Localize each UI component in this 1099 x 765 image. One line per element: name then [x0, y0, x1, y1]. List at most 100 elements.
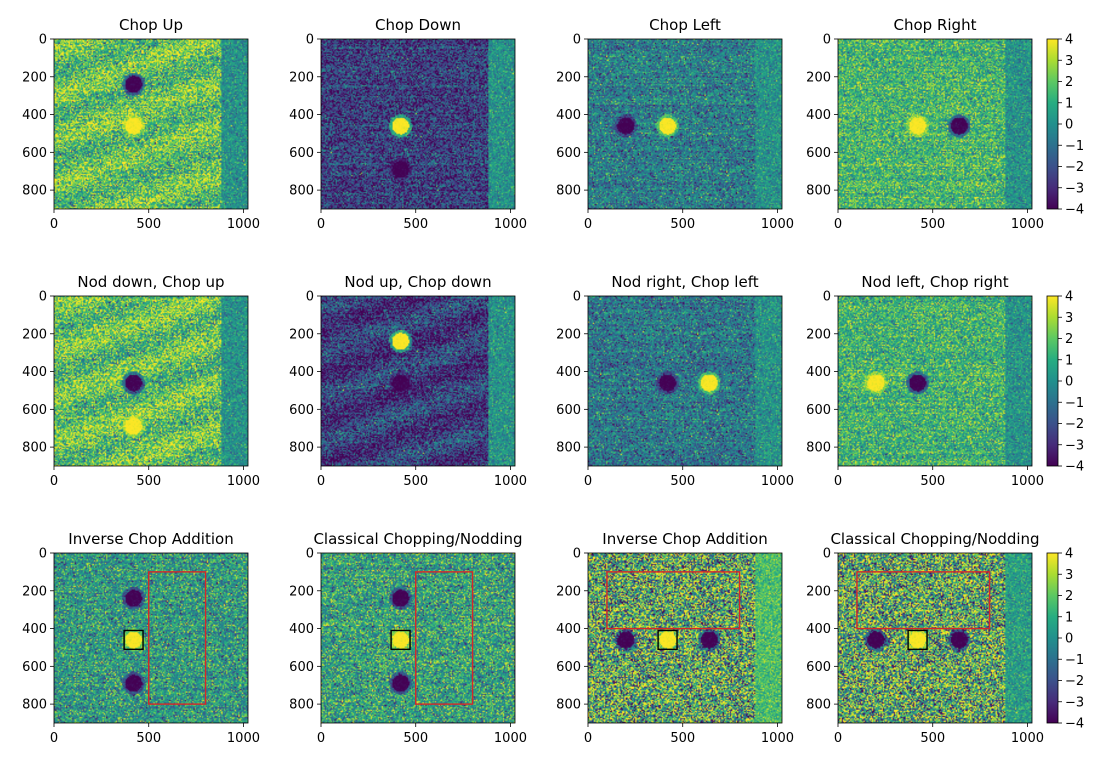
colorbar-tick-label: −3: [1065, 695, 1084, 710]
source-box: [390, 629, 411, 651]
panel-title: Nod up, Chop down: [344, 273, 491, 291]
y-tick-label: 600: [806, 660, 831, 675]
y-tick-label: 800: [22, 441, 47, 456]
x-tick-label: 1000: [494, 731, 527, 746]
x-tick-label: 0: [834, 731, 842, 746]
y-tick-label: 200: [556, 70, 581, 85]
background-region-box: [148, 571, 207, 705]
y-tick-label: 600: [289, 403, 314, 418]
colorbar-tick-label: 1: [1065, 610, 1073, 625]
x-tick-label: 500: [670, 731, 695, 746]
panel-8: Nod left, Chop right 0 500 1000 0 200 400 600 80…: [806, 273, 1044, 489]
panel-9: Inverse Chop Addition 0 500 1000 0 200 400 600 8…: [22, 530, 260, 746]
y-tick-label: 600: [806, 403, 831, 418]
colorbar-tick-label: 4: [1065, 33, 1073, 48]
y-tick-label: 800: [806, 441, 831, 456]
axes-frame: [587, 552, 783, 724]
x-tick-label: 1000: [761, 474, 794, 489]
y-tick-label: 200: [289, 327, 314, 342]
y-tick-label: 200: [556, 584, 581, 599]
axes-frame: [837, 295, 1033, 467]
y-tick-label: 800: [806, 184, 831, 199]
panel-title: Inverse Chop Addition: [602, 530, 767, 548]
x-tick-label: 500: [136, 217, 161, 232]
x-tick-label: 500: [403, 474, 428, 489]
axes-frame: [53, 38, 249, 210]
x-tick-label: 500: [920, 217, 945, 232]
panel-11: Inverse Chop Addition 0 500 1000 0 200 400 600 8…: [556, 530, 794, 746]
y-tick-label: 800: [556, 184, 581, 199]
y-tick-label: 400: [289, 108, 314, 123]
y-tick-label: 400: [806, 622, 831, 637]
source-box: [907, 629, 928, 651]
y-tick-label: 600: [289, 660, 314, 675]
y-tick-label: 800: [556, 441, 581, 456]
panel-6: Nod up, Chop down 0 500 1000 0 200 400 600 800: [289, 273, 527, 489]
colorbar-tick-label: −4: [1065, 203, 1084, 218]
x-tick-label: 0: [317, 217, 325, 232]
colorbar-tick-label: 1: [1065, 96, 1073, 111]
y-tick-label: 0: [39, 290, 47, 305]
y-tick-label: 0: [823, 290, 831, 305]
y-tick-label: 200: [22, 70, 47, 85]
panel-title: Inverse Chop Addition: [68, 530, 233, 548]
y-tick-label: 600: [806, 146, 831, 161]
axes-frame: [587, 295, 783, 467]
y-tick-label: 600: [556, 660, 581, 675]
x-tick-label: 500: [403, 731, 428, 746]
x-tick-label: 0: [584, 217, 592, 232]
x-tick-label: 0: [834, 217, 842, 232]
y-tick-label: 200: [806, 70, 831, 85]
y-tick-label: 0: [306, 33, 314, 48]
axes-frame: [587, 38, 783, 210]
y-tick-label: 0: [823, 33, 831, 48]
colorbar-tick-label: −1: [1065, 139, 1084, 154]
x-tick-label: 1000: [494, 217, 527, 232]
x-tick-label: 500: [403, 217, 428, 232]
panel-title: Chop Down: [375, 16, 461, 34]
colorbar-3: 4 3 2 1 0 −1 −2 −3 −4: [1046, 547, 1084, 732]
panel-2: Chop Down 0 500 1000 0 200 400 600 800: [289, 16, 527, 232]
y-tick-label: 200: [289, 584, 314, 599]
y-tick-label: 600: [22, 146, 47, 161]
x-tick-label: 1000: [1011, 474, 1044, 489]
colorbar-tick-label: −4: [1065, 460, 1084, 475]
colorbar-tick-label: 3: [1065, 568, 1073, 583]
y-tick-label: 200: [22, 584, 47, 599]
axes-frame: [320, 295, 516, 467]
y-tick-label: 600: [289, 146, 314, 161]
x-tick-label: 1000: [1011, 217, 1044, 232]
y-tick-label: 400: [556, 622, 581, 637]
y-tick-label: 800: [22, 184, 47, 199]
y-tick-label: 0: [573, 33, 581, 48]
x-tick-label: 0: [50, 474, 58, 489]
y-tick-label: 200: [289, 70, 314, 85]
x-tick-label: 1000: [227, 474, 260, 489]
x-tick-label: 0: [584, 474, 592, 489]
source-box: [657, 629, 678, 651]
x-tick-label: 500: [670, 217, 695, 232]
heatmap-image: [321, 296, 515, 466]
heatmap-image: [838, 39, 1032, 209]
y-tick-label: 200: [806, 584, 831, 599]
x-tick-label: 500: [136, 731, 161, 746]
colorbar-tick-label: 4: [1065, 290, 1073, 305]
y-tick-label: 800: [22, 698, 47, 713]
background-region-box: [606, 571, 741, 630]
x-tick-label: 1000: [227, 217, 260, 232]
panel-title: Classical Chopping/Nodding: [313, 530, 522, 548]
panel-title: Classical Chopping/Nodding: [830, 530, 1039, 548]
heatmap-image: [321, 39, 515, 209]
y-tick-label: 800: [289, 441, 314, 456]
y-tick-label: 400: [22, 108, 47, 123]
y-tick-label: 400: [556, 108, 581, 123]
heatmap-image: [321, 553, 515, 723]
axes-frame: [320, 552, 516, 724]
panel-title: Chop Left: [649, 16, 721, 34]
y-tick-label: 800: [556, 698, 581, 713]
colorbar-tick-label: 0: [1065, 632, 1073, 647]
x-tick-label: 1000: [494, 474, 527, 489]
source-box: [123, 629, 144, 651]
heatmap-image: [838, 296, 1032, 466]
